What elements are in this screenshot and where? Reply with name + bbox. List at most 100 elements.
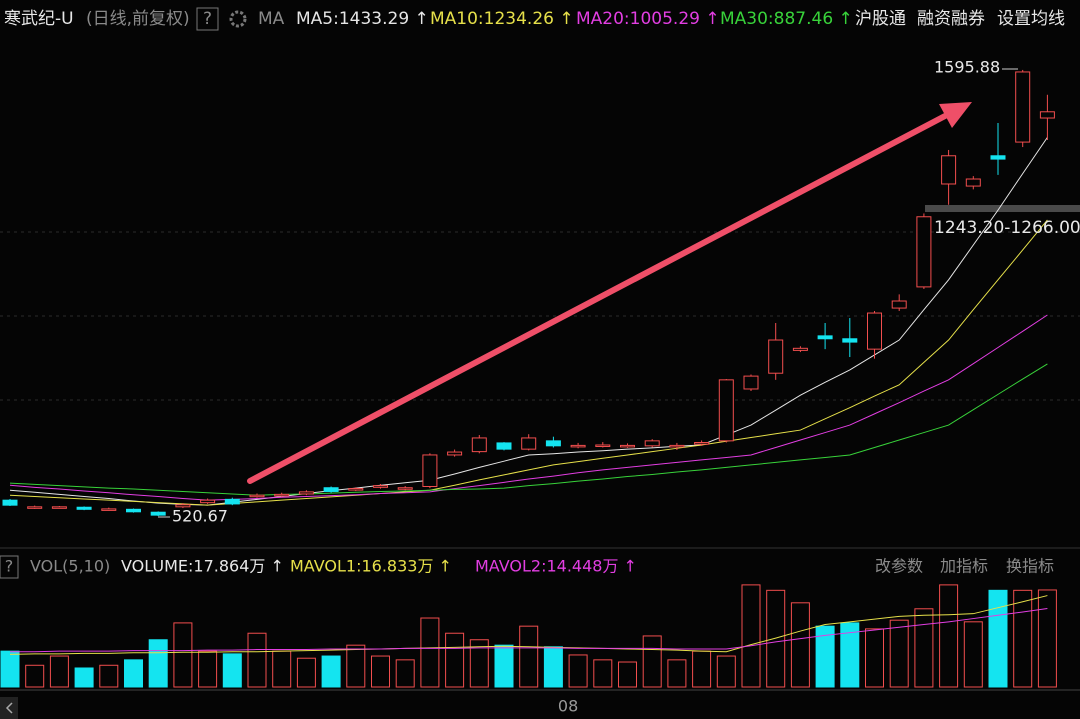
- candle-body: [644, 440, 660, 447]
- volume-bar: [1037, 589, 1057, 688]
- indicator-button[interactable]: 换指标: [1006, 557, 1054, 576]
- candle-body: [669, 444, 685, 448]
- candle-body: [397, 487, 413, 490]
- candle-body: [348, 488, 364, 491]
- low-label: 520.67: [172, 507, 228, 526]
- volume-bar: [593, 659, 613, 688]
- volume-bar: [642, 635, 662, 688]
- volume-bar: [173, 622, 193, 688]
- volume-bar: [1013, 589, 1033, 688]
- stock-title: 寒武纪-U: [4, 9, 74, 29]
- candle-body: [496, 442, 512, 450]
- candle-body: [126, 508, 141, 513]
- volume-bar: [25, 664, 45, 688]
- candle-body: [545, 440, 561, 447]
- volume-bar: [988, 589, 1008, 688]
- volume-bar: [741, 584, 761, 688]
- candle-body: [323, 487, 339, 492]
- candle-body: [447, 451, 463, 456]
- candle-body: [694, 442, 710, 445]
- volume-bar: [914, 608, 934, 688]
- ma-line: [9, 314, 1048, 501]
- settings-icon[interactable]: [229, 10, 247, 28]
- help-box[interactable]: [0, 555, 19, 579]
- candle-body: [916, 216, 932, 288]
- ma-legend: MA10:1234.26 ↑: [430, 9, 574, 29]
- high-label: 1595.88: [934, 58, 1000, 77]
- plot: 08: [0, 69, 1057, 716]
- volume-bar: [716, 655, 736, 688]
- trend-arrow: [247, 113, 948, 484]
- volume-bar: [321, 655, 341, 688]
- candle-body: [101, 508, 117, 511]
- candle-body: [768, 339, 784, 374]
- candle-body: [595, 444, 611, 447]
- candle-body: [941, 155, 957, 185]
- ma-legend: MA5:1433.29 ↑: [296, 9, 429, 29]
- volume-bar: [469, 639, 489, 688]
- volume-bar: [247, 632, 267, 688]
- grid: [0, 231, 1080, 401]
- volume-bar: [222, 653, 242, 688]
- toolbar-button[interactable]: 设置均线: [997, 9, 1065, 29]
- volume-bar: [0, 650, 20, 688]
- help-icon[interactable]: ?: [203, 9, 212, 29]
- indicator-button[interactable]: 改参数: [875, 557, 923, 576]
- volume-bar: [198, 650, 218, 688]
- volume-bar: [124, 659, 143, 688]
- candle-body: [150, 511, 166, 516]
- indicator-button[interactable]: 加指标: [940, 557, 988, 576]
- volume-bar: [865, 628, 884, 688]
- indicator-label: MA: [258, 9, 285, 29]
- candle-body: [792, 347, 808, 351]
- candle-body: [76, 506, 92, 510]
- volume-ma-line: [9, 595, 1048, 655]
- candle-body: [1039, 111, 1055, 119]
- volume-bar: [939, 584, 959, 688]
- candle-body: [1015, 71, 1031, 143]
- volume-bar: [889, 619, 909, 688]
- volume-bar: [815, 625, 835, 688]
- candle-body: [990, 155, 1006, 160]
- volume-bar: [667, 659, 687, 688]
- ma-legend: MA20:1005.29 ↑: [576, 9, 720, 29]
- candle-body: [274, 493, 290, 497]
- volume-bar: [766, 589, 786, 688]
- volume-bar: [840, 622, 860, 688]
- volume-legend: VOLUME:17.864万 ↑: [121, 557, 284, 576]
- volume-title: VOL(5,10): [30, 557, 110, 576]
- help-box[interactable]: [196, 7, 219, 31]
- scroll-button[interactable]: [0, 697, 18, 719]
- volume-ma-legend: MAVOL2:14.448万 ↑: [475, 557, 637, 576]
- ma-line: [9, 363, 1048, 496]
- toolbar-button[interactable]: 融资融券: [917, 9, 985, 29]
- toolbar-button[interactable]: 沪股通: [855, 9, 906, 29]
- volume-ma-line: [10, 608, 1048, 653]
- candle-body: [891, 300, 907, 309]
- scroll-icon[interactable]: [5, 702, 13, 714]
- volume-bar: [692, 650, 712, 688]
- volume-bar: [519, 625, 539, 688]
- candle-body: [718, 379, 734, 442]
- volume-bar: [395, 659, 415, 688]
- candle-body: [27, 506, 43, 509]
- candle-body: [471, 437, 487, 453]
- ma-legend: MA30:887.46 ↑: [720, 9, 853, 29]
- candle-body: [175, 504, 191, 508]
- price-band-bar: [925, 205, 1080, 212]
- volume-ma-legend: MAVOL1:16.833万 ↑: [290, 557, 452, 576]
- volume-bar: [618, 661, 637, 688]
- volume-bar: [790, 602, 810, 688]
- candle-body: [200, 499, 216, 504]
- candle-body: [51, 506, 67, 509]
- candle-body: [867, 312, 882, 350]
- candle-body: [965, 178, 981, 187]
- trend-arrow-head: [939, 102, 972, 128]
- candle-body: [620, 444, 635, 448]
- help-icon[interactable]: ?: [5, 557, 14, 576]
- candle-body: [224, 498, 240, 505]
- candle-body: [743, 375, 759, 390]
- volume-bar: [371, 655, 390, 688]
- volume-bar: [420, 617, 440, 688]
